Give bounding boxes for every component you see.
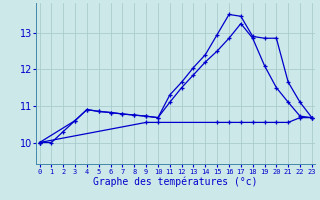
X-axis label: Graphe des températures (°c): Graphe des températures (°c): [93, 176, 258, 187]
